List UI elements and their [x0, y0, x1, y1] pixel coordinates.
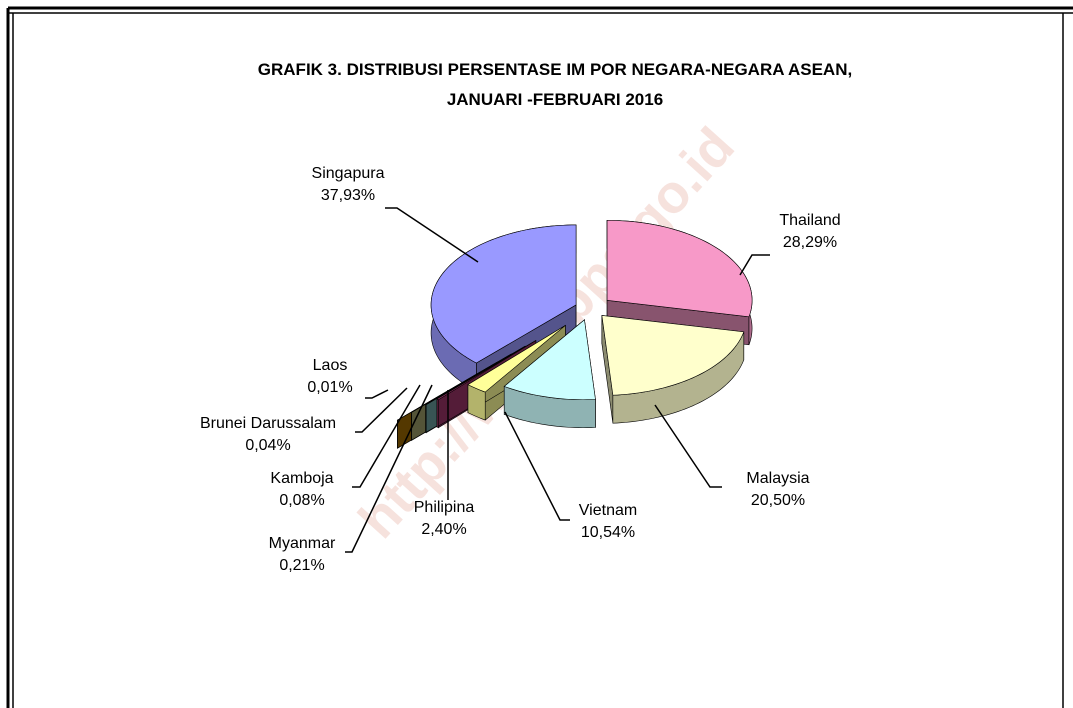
slice-top — [430, 224, 577, 364]
leader-line — [504, 411, 570, 521]
slice-value-label: 0,08% — [279, 492, 324, 509]
slice-value-label: 0,04% — [245, 437, 290, 454]
leader-line — [365, 389, 389, 399]
slice-label: Philipina — [414, 499, 475, 516]
frame — [6, 6, 1073, 708]
slice-value-label: 0,21% — [279, 557, 324, 574]
slice-side — [425, 404, 427, 434]
slice-label: Vietnam — [579, 502, 637, 519]
slice-value-label: 28,29% — [783, 234, 837, 251]
leader-line — [385, 207, 479, 263]
pie — [396, 220, 753, 449]
slice-value-label: 0,01% — [307, 379, 352, 396]
slice-label: Kamboja — [270, 470, 333, 487]
leader-line — [345, 384, 433, 553]
slice-label: Malaysia — [746, 470, 809, 487]
slice-top — [425, 345, 526, 406]
slice-top — [467, 325, 566, 393]
slice-label: Thailand — [779, 212, 840, 229]
leader-line — [739, 254, 770, 276]
slice-value-label: 37,93% — [321, 187, 375, 204]
slice-label: Myanmar — [269, 535, 336, 552]
chart-title: GRAFIK 3. DISTRIBUSI PERSENTASE IM POR N… — [258, 60, 852, 79]
leader-line — [355, 387, 408, 433]
slice — [601, 315, 745, 424]
slice — [503, 319, 596, 429]
slice-top — [601, 315, 745, 396]
slice-label: Singapura — [312, 165, 385, 182]
leader-line — [352, 384, 421, 488]
slice-top — [606, 220, 753, 318]
slice-value-label: 2,40% — [421, 521, 466, 538]
slice-value-label: 20,50% — [751, 492, 805, 509]
leader-line — [654, 404, 722, 488]
slice-label: Laos — [313, 357, 348, 374]
slice-top — [503, 319, 596, 401]
slice-top — [436, 340, 536, 401]
slice-value-label: 10,54% — [581, 524, 635, 541]
slice-side — [436, 398, 439, 429]
slice-label: Brunei Darussalam — [200, 415, 336, 432]
chart-title: JANUARI -FEBRUARI 2016 — [447, 90, 663, 109]
